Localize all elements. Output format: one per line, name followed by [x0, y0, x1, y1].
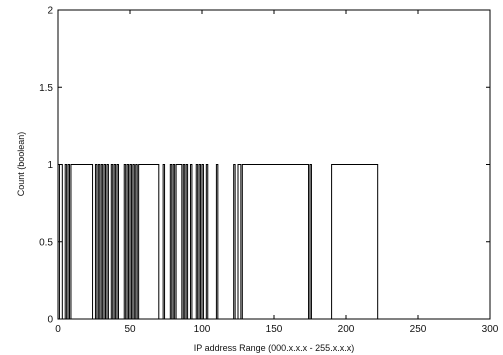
- y-axis-label: Count (boolean): [16, 132, 26, 197]
- y-tick-label: 1: [47, 160, 53, 171]
- y-tick-label: 2: [47, 6, 53, 17]
- x-tick-label: 300: [482, 324, 499, 335]
- y-tick-label: 1.5: [39, 83, 53, 94]
- x-tick-label: 150: [266, 324, 283, 335]
- x-axis: 0 50 100 150 200 250 300: [55, 10, 499, 335]
- y-tick-label: 0: [47, 315, 53, 326]
- x-tick-label: 100: [194, 324, 211, 335]
- y-axis: 0 0.5 1 1.5 2: [39, 6, 490, 326]
- series-line: [58, 164, 490, 320]
- x-tick-label: 0: [55, 324, 61, 335]
- x-tick-label: 200: [338, 324, 355, 335]
- x-axis-label: IP address Range (000.x.x.x - 255.x.x.x): [194, 343, 354, 353]
- x-tick-label: 50: [124, 324, 136, 335]
- x-tick-label: 250: [410, 324, 427, 335]
- y-tick-label: 0.5: [39, 237, 53, 248]
